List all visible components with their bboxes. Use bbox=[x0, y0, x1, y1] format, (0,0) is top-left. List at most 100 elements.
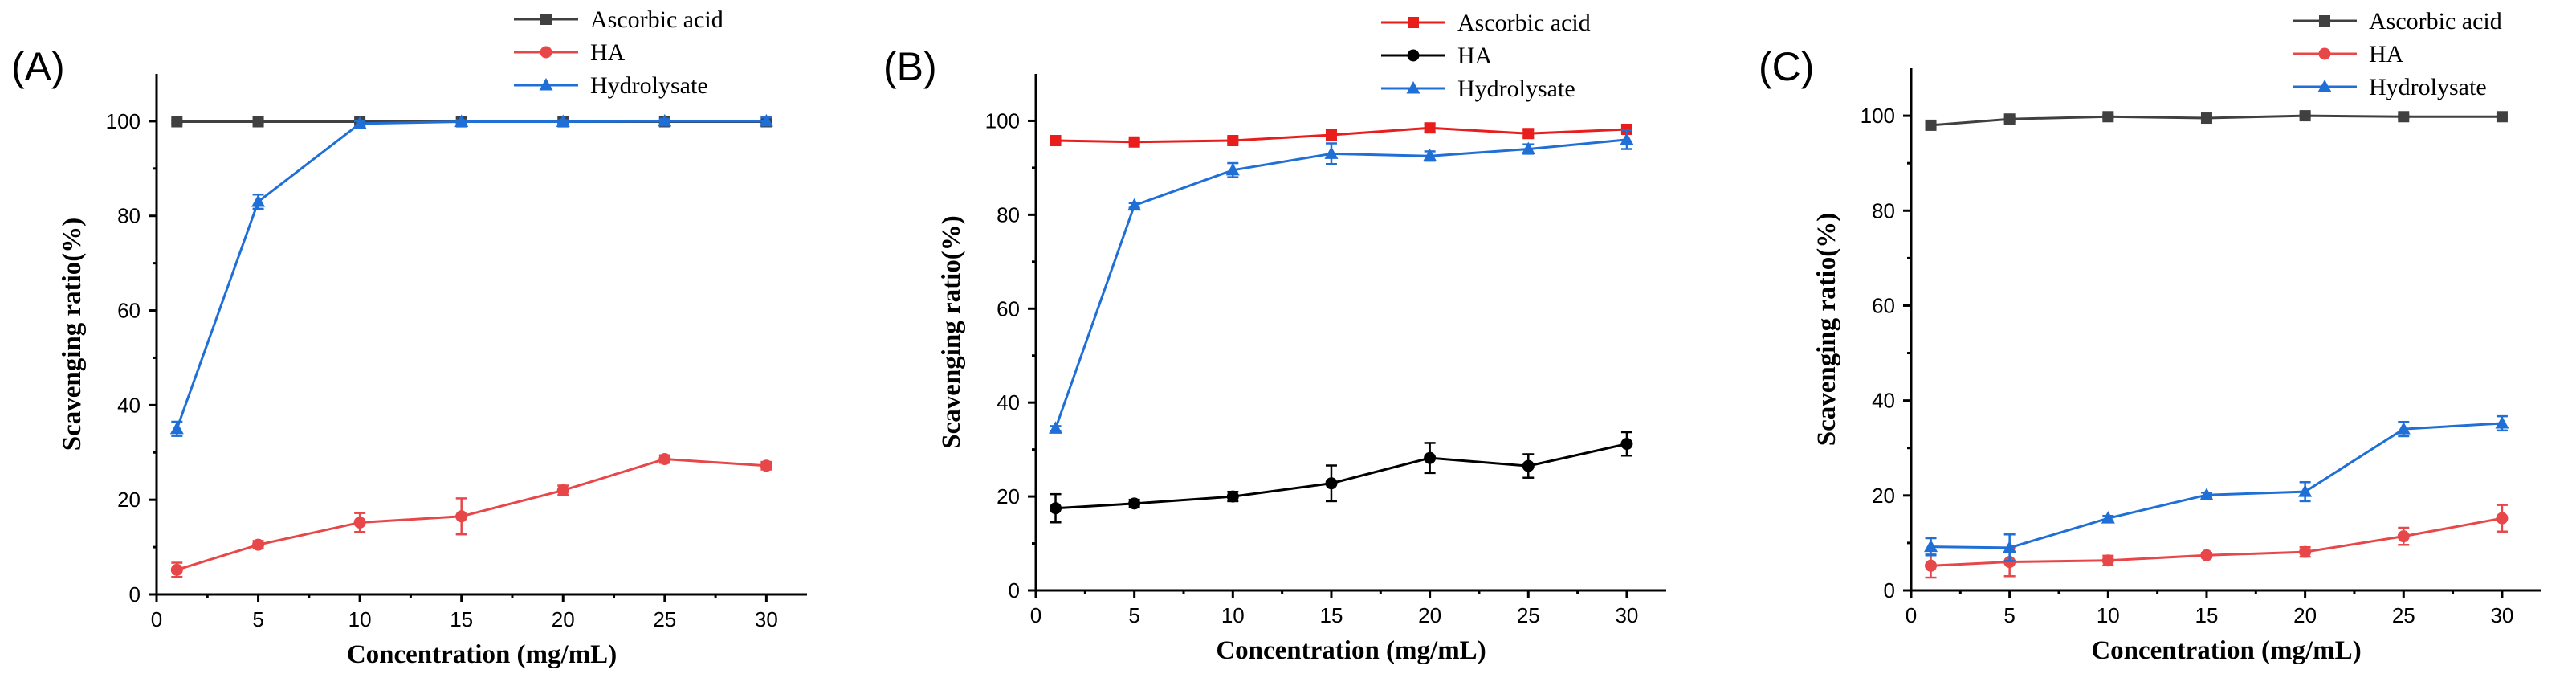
data-point bbox=[1924, 539, 1938, 553]
data-point bbox=[1325, 129, 1337, 141]
y-tick-label: 0 bbox=[1884, 578, 1895, 602]
y-tick-label: 80 bbox=[997, 202, 1020, 227]
legend-label: Ascorbic acid bbox=[590, 6, 723, 33]
legend: Ascorbic acid HA Hydrolysate bbox=[514, 6, 723, 99]
chart-panel-2: (B) 0 5 10 15 20 25 30 0 20 40 60 80 100 Concentration… bbox=[883, 10, 1666, 665]
data-point bbox=[1050, 502, 1062, 515]
data-point bbox=[1620, 132, 1634, 145]
data-point bbox=[2101, 554, 2114, 567]
data-point bbox=[252, 116, 264, 128]
x-tick-label: 10 bbox=[1221, 603, 1245, 627]
data-point bbox=[1424, 122, 1436, 134]
y-tick-label: 80 bbox=[1872, 198, 1895, 223]
x-tick-label: 5 bbox=[2003, 603, 2015, 627]
data-point bbox=[2102, 111, 2114, 123]
data-point bbox=[1324, 146, 1339, 159]
legend-label: Hydrolysate bbox=[2369, 74, 2487, 100]
x-tick-label: 20 bbox=[1418, 603, 1441, 627]
data-point bbox=[171, 116, 183, 128]
legend-label: HA bbox=[590, 39, 626, 66]
legend-marker bbox=[2317, 80, 2332, 92]
series-ascorbic-acid bbox=[1925, 110, 2508, 131]
data-point bbox=[2298, 484, 2313, 497]
y-tick-label: 0 bbox=[129, 582, 141, 606]
data-point bbox=[2200, 112, 2212, 125]
data-point bbox=[353, 116, 367, 129]
data-point bbox=[1128, 497, 1141, 510]
data-point bbox=[1049, 421, 1063, 434]
x-tick-label: 0 bbox=[1906, 603, 1917, 627]
data-point bbox=[252, 538, 265, 551]
data-point bbox=[1226, 490, 1239, 503]
legend: Ascorbic acid HA Hydrolysate bbox=[1381, 10, 1591, 102]
data-point bbox=[2200, 549, 2213, 561]
x-tick-label: 15 bbox=[2195, 603, 2219, 627]
y-tick-label: 40 bbox=[997, 390, 1020, 414]
series-hydrolysate bbox=[1924, 414, 2509, 562]
legend-marker bbox=[539, 78, 553, 91]
data-point bbox=[1127, 198, 1142, 211]
data-point bbox=[2299, 110, 2311, 122]
data-point bbox=[170, 563, 183, 576]
legend-marker bbox=[2319, 15, 2330, 27]
x-axis-title: Concentration (mg/mL) bbox=[347, 640, 617, 669]
data-point bbox=[2397, 530, 2410, 543]
x-tick-label: 10 bbox=[2097, 603, 2120, 627]
legend-marker bbox=[1408, 17, 1419, 28]
x-tick-label: 25 bbox=[1517, 603, 1540, 627]
x-tick-label: 25 bbox=[653, 607, 676, 631]
series-ha bbox=[1050, 431, 1633, 524]
data-point bbox=[1925, 119, 1937, 131]
data-point bbox=[169, 421, 184, 435]
data-point bbox=[1227, 135, 1239, 147]
data-point bbox=[455, 510, 468, 523]
legend-label: HA bbox=[2369, 41, 2404, 67]
y-axis-title: Scavenging ratio(%) bbox=[1812, 213, 1841, 447]
data-point bbox=[556, 484, 569, 496]
series-line bbox=[1055, 126, 1628, 144]
x-axis-title: Concentration (mg/mL) bbox=[1216, 636, 1486, 665]
data-point bbox=[2396, 422, 2411, 435]
panel-letter: (B) bbox=[883, 44, 937, 89]
y-axis-title: Scavenging ratio(%) bbox=[937, 215, 966, 449]
data-point bbox=[1522, 128, 1535, 140]
data-point bbox=[1424, 451, 1437, 464]
x-tick-label: 15 bbox=[1320, 603, 1343, 627]
data-point bbox=[1925, 559, 1938, 572]
series-ha bbox=[1925, 504, 2509, 579]
legend-marker bbox=[2318, 47, 2331, 60]
y-tick-label: 40 bbox=[117, 393, 141, 417]
data-point bbox=[1128, 136, 1140, 148]
panel-letter: (C) bbox=[1759, 44, 1814, 89]
data-point bbox=[1225, 162, 1240, 176]
data-point bbox=[251, 194, 266, 207]
x-tick-label: 15 bbox=[450, 607, 473, 631]
data-point bbox=[2495, 416, 2509, 429]
chart-panel-3: (C) 0 5 10 15 20 25 30 0 20 40 60 80 100 Concentration… bbox=[1759, 8, 2541, 665]
data-point bbox=[1325, 477, 1338, 490]
series-line bbox=[1930, 422, 2503, 549]
data-point bbox=[658, 453, 671, 466]
x-tick-label: 25 bbox=[2392, 603, 2415, 627]
series-ascorbic-acid bbox=[1050, 122, 1632, 148]
y-tick-label: 20 bbox=[1872, 484, 1895, 508]
y-tick-label: 40 bbox=[1872, 389, 1895, 413]
legend-label: HA bbox=[1457, 43, 1493, 69]
legend-marker bbox=[540, 14, 552, 25]
y-tick-label: 80 bbox=[117, 204, 141, 228]
legend-label: Hydrolysate bbox=[1457, 76, 1575, 102]
data-point bbox=[1620, 438, 1633, 451]
data-point bbox=[760, 459, 772, 472]
legend-marker bbox=[1406, 81, 1420, 94]
y-tick-label: 100 bbox=[106, 109, 141, 133]
data-point bbox=[1522, 459, 1535, 472]
x-tick-label: 0 bbox=[151, 607, 162, 631]
x-tick-label: 30 bbox=[1615, 603, 1638, 627]
y-tick-label: 0 bbox=[1009, 578, 1020, 602]
data-point bbox=[2003, 540, 2017, 553]
x-axis-title: Concentration (mg/mL) bbox=[2091, 636, 2361, 665]
data-point bbox=[759, 113, 773, 127]
y-tick-label: 60 bbox=[117, 299, 141, 323]
x-tick-label: 20 bbox=[2293, 603, 2317, 627]
